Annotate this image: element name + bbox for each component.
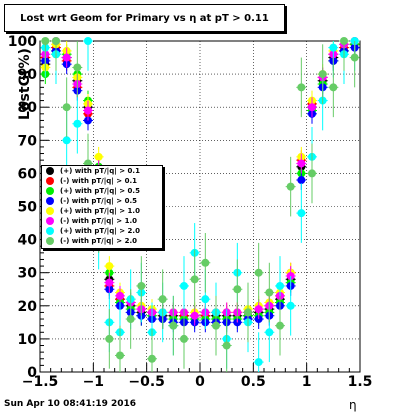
- data-point: [297, 159, 306, 168]
- timestamp: Sun Apr 10 08:41:19 2016: [4, 399, 137, 409]
- y-tick-label: 40: [18, 233, 38, 249]
- legend-entry: (+) with pT/|q| > 0.5: [42, 186, 162, 196]
- data-point: [180, 334, 188, 343]
- data-point: [62, 103, 71, 112]
- x-tick-label: −0.5: [128, 374, 165, 390]
- legend-label: (-) with pT/|q| > 0.1: [60, 177, 137, 185]
- legend-label: (-) with pT/|q| > 0.5: [60, 197, 137, 205]
- data-point: [201, 258, 210, 267]
- legend-entry: (+) with pT/|q| > 2.0: [42, 226, 162, 236]
- legend: (+) with pT/|q| > 0.1 (-) with pT/|q| > …: [41, 165, 163, 249]
- data-point: [297, 83, 306, 92]
- legend-marker: [46, 197, 54, 205]
- data-point: [73, 63, 82, 72]
- data-point: [254, 358, 263, 367]
- data-point: [62, 53, 71, 62]
- y-tick-label: 80: [18, 100, 38, 116]
- data-point: [190, 311, 199, 320]
- data-point: [340, 37, 348, 45]
- data-point: [116, 351, 124, 360]
- data-point: [297, 209, 306, 218]
- legend-entry: (-) with pT/|q| > 1.0: [42, 216, 162, 226]
- legend-marker: [46, 217, 54, 225]
- data-point: [329, 43, 338, 52]
- x-tick-label: 0: [195, 374, 205, 390]
- data-point: [105, 262, 114, 271]
- data-point: [265, 288, 274, 297]
- data-point: [148, 354, 156, 363]
- data-point: [201, 295, 210, 304]
- legend-label: (-) with pT/|q| > 1.0: [60, 217, 137, 225]
- data-point: [41, 37, 50, 45]
- data-point: [318, 70, 327, 79]
- legend-label: (+) with pT/|q| > 1.0: [60, 207, 140, 215]
- data-point: [212, 321, 220, 330]
- chart-title: Lost wrt Geom for Primary vs η at pT > 0…: [4, 4, 285, 32]
- x-tick-label: 1: [302, 374, 312, 390]
- y-tick-label: 50: [18, 200, 38, 216]
- y-tick-label: 90: [18, 67, 38, 83]
- data-point: [190, 275, 199, 284]
- y-tick-label: 30: [18, 266, 38, 282]
- y-axis-label: LostG(%): [17, 48, 33, 120]
- data-point: [137, 281, 146, 290]
- data-point: [350, 53, 359, 62]
- data-point: [169, 321, 178, 330]
- data-point: [254, 305, 263, 314]
- legend-label: (+) with pT/|q| > 0.5: [60, 187, 140, 195]
- legend-marker: [46, 207, 54, 215]
- data-point: [297, 176, 306, 185]
- data-point: [308, 103, 316, 112]
- data-point: [105, 278, 114, 287]
- data-point: [126, 315, 135, 324]
- x-axis-label: η: [349, 398, 357, 412]
- y-tick-label: 0: [27, 365, 37, 381]
- legend-label: (-) with pT/|q| > 2.0: [60, 237, 137, 245]
- legend-entry: (+) with pT/|q| > 0.1: [42, 166, 162, 176]
- x-tick-label: 0.5: [241, 374, 266, 390]
- data-point: [254, 268, 263, 277]
- data-point: [84, 37, 92, 45]
- data-point: [84, 106, 92, 115]
- data-point: [286, 182, 295, 191]
- legend-marker: [46, 227, 54, 235]
- y-tick-label: 20: [18, 299, 38, 315]
- data-point: [52, 37, 60, 45]
- y-tick-label: 100: [8, 34, 37, 50]
- data-point: [62, 136, 71, 145]
- y-tick-label: 70: [18, 133, 38, 149]
- legend-label: (+) with pT/|q| > 2.0: [60, 227, 140, 235]
- data-point: [116, 291, 124, 300]
- data-point: [286, 301, 295, 310]
- data-point: [233, 285, 242, 294]
- x-tick-label: −1: [83, 374, 104, 390]
- data-point: [329, 83, 338, 92]
- y-tick-label: 60: [18, 166, 38, 182]
- data-point: [180, 281, 188, 290]
- x-tick-label: 1.5: [348, 374, 373, 390]
- x-tick-label: −1.5: [22, 374, 59, 390]
- legend-label: (+) with pT/|q| > 0.1: [60, 167, 140, 175]
- legend-marker: [46, 177, 54, 185]
- data-point: [158, 295, 167, 304]
- data-point: [222, 341, 231, 350]
- legend-entry: (-) with pT/|q| > 0.1: [42, 176, 162, 186]
- legend-marker: [46, 187, 54, 195]
- legend-marker: [46, 237, 54, 245]
- data-point: [105, 334, 114, 343]
- data-point: [276, 321, 284, 330]
- data-point: [244, 308, 252, 317]
- data-point: [276, 281, 284, 290]
- legend-entry: (-) with pT/|q| > 0.5: [42, 196, 162, 206]
- legend-marker: [46, 167, 54, 175]
- legend-entry: (+) with pT/|q| > 1.0: [42, 206, 162, 216]
- data-point: [308, 169, 316, 178]
- legend-entry: (-) with pT/|q| > 2.0: [42, 236, 162, 246]
- data-point: [265, 328, 274, 337]
- tick-layer: −1.5 −1 −0.5 0 0.5 1 1.5 0 10 20 30 40 50 60 70 80 90 100: [8, 34, 373, 390]
- data-point: [73, 119, 82, 128]
- data-point: [94, 152, 103, 161]
- y-tick-label: 10: [18, 332, 38, 348]
